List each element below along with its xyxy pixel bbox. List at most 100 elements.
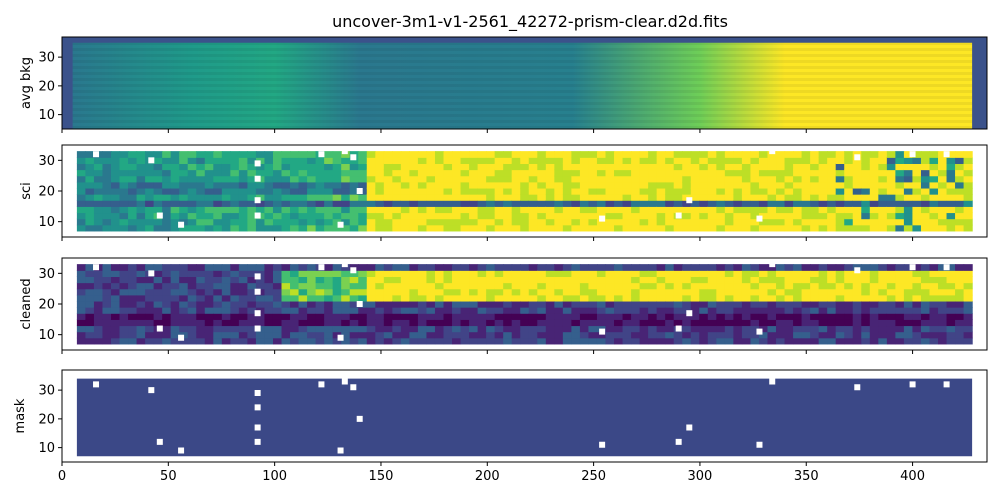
heatmap-cell	[545, 337, 555, 345]
heatmap-cell	[145, 264, 155, 271]
heatmap-cell	[793, 319, 803, 327]
heatmap-cell	[784, 194, 794, 201]
heatmap-cell	[588, 175, 598, 183]
heatmap-cell	[528, 337, 538, 345]
heatmap-cell	[162, 325, 172, 333]
heatmap-cell	[810, 288, 820, 296]
heatmap-cell	[452, 282, 462, 290]
heatmap-cell	[810, 200, 820, 207]
heatmap-cell	[392, 169, 402, 177]
heatmap-cell	[528, 212, 538, 220]
heatmap-cell	[758, 300, 769, 308]
heatmap-cell	[818, 307, 828, 314]
heatmap-cell	[290, 169, 300, 177]
heatmap-cell	[903, 294, 914, 302]
heatmap-cell	[434, 319, 445, 327]
heatmap-cell	[750, 169, 760, 177]
heatmap-cell	[102, 175, 112, 183]
heatmap-cell	[656, 194, 666, 201]
heatmap-cell	[460, 270, 470, 277]
heatmap-cell	[528, 169, 538, 177]
heatmap-cell	[315, 163, 325, 171]
heatmap-cell	[400, 218, 410, 226]
heatmap-cell	[102, 212, 112, 220]
heatmap-cell	[895, 276, 905, 284]
heatmap-cell	[767, 163, 777, 171]
heatmap-cell	[579, 294, 590, 302]
heatmap-cell	[545, 224, 555, 232]
heatmap-cell	[571, 187, 581, 195]
heatmap-cell	[469, 294, 479, 302]
masked-pixel	[350, 267, 357, 274]
heatmap-cell	[221, 276, 231, 284]
heatmap-cell	[264, 337, 274, 345]
heatmap-cell	[579, 187, 590, 195]
heatmap-cell	[903, 331, 914, 339]
heatmap-cell	[767, 331, 777, 339]
heatmap-cell	[136, 200, 146, 207]
heatmap-cell	[213, 151, 223, 158]
heatmap-cell	[503, 282, 513, 290]
heatmap-cell	[298, 224, 308, 232]
heatmap-cell	[162, 163, 172, 171]
heatmap-cell	[366, 337, 376, 345]
heatmap-cell	[878, 331, 888, 339]
heatmap-cell	[409, 218, 419, 226]
heatmap-cell	[486, 276, 496, 284]
heatmap-cell	[699, 200, 709, 207]
heatmap-cell	[119, 264, 129, 271]
heatmap-cell	[349, 319, 359, 327]
heatmap-cell	[392, 194, 402, 201]
heatmap-cell	[426, 264, 436, 271]
heatmap-cell	[750, 200, 760, 207]
heatmap-cell	[690, 194, 700, 201]
heatmap-cell	[920, 151, 931, 158]
heatmap-cell	[136, 187, 146, 195]
heatmap-cell	[707, 157, 717, 164]
heatmap-image	[72, 42, 973, 129]
heatmap-cell	[128, 151, 138, 158]
heatmap-cell	[366, 194, 376, 201]
heatmap-cell	[776, 181, 786, 189]
heatmap-cell	[903, 276, 914, 284]
heatmap-cell	[281, 218, 291, 226]
heatmap-cell	[460, 331, 470, 339]
heatmap-cell	[128, 187, 138, 195]
masked-pixel	[148, 270, 155, 277]
heatmap-cell	[596, 282, 607, 290]
heatmap-cell	[204, 288, 214, 296]
heatmap-cell	[656, 187, 666, 195]
heatmap-cell	[349, 169, 359, 177]
heatmap-cell	[213, 194, 223, 201]
heatmap-cell	[955, 331, 965, 339]
heatmap-cell	[758, 313, 769, 320]
heatmap-cell	[511, 294, 521, 302]
heatmap-cell	[724, 282, 734, 290]
heatmap-cell	[187, 206, 197, 214]
masked-pixel	[254, 438, 261, 445]
heatmap-cell	[486, 270, 496, 277]
heatmap-cell	[810, 264, 820, 271]
heatmap-cell	[204, 200, 214, 207]
heatmap-cell	[929, 307, 939, 314]
heatmap-cell	[767, 276, 777, 284]
heatmap-cell	[324, 194, 334, 201]
heatmap-cell	[903, 169, 914, 177]
heatmap-cell	[85, 325, 95, 333]
heatmap-cell	[545, 325, 555, 333]
y-tick-label: 20	[38, 185, 55, 200]
heatmap-cell	[315, 294, 325, 302]
heatmap-cell	[307, 307, 317, 314]
heatmap-cell	[332, 187, 342, 195]
heatmap-cell	[392, 331, 402, 339]
heatmap-cell	[179, 194, 189, 201]
heatmap-cell	[579, 282, 590, 290]
heatmap-cell	[614, 276, 624, 284]
heatmap-cell	[810, 169, 820, 177]
heatmap-cell	[869, 294, 879, 302]
heatmap-cell	[827, 294, 837, 302]
heatmap-cell	[375, 224, 385, 232]
heatmap-cell	[469, 206, 479, 214]
heatmap-cell	[810, 218, 820, 226]
heatmap-cell	[810, 294, 820, 302]
